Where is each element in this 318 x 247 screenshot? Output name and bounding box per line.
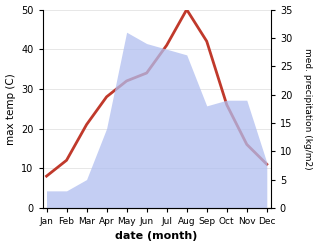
X-axis label: date (month): date (month) [115,231,198,242]
Y-axis label: med. precipitation (kg/m2): med. precipitation (kg/m2) [303,48,313,169]
Y-axis label: max temp (C): max temp (C) [5,73,16,144]
